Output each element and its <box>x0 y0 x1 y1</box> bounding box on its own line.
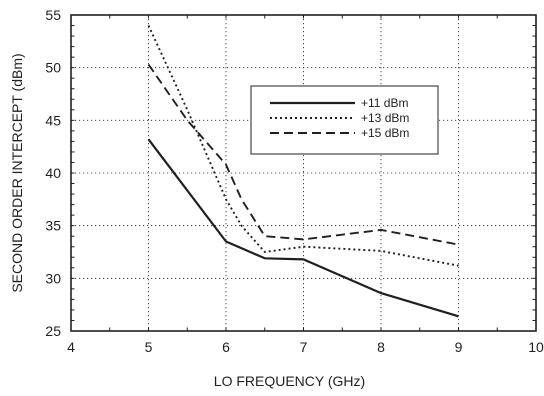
legend-label: +13 dBm <box>361 111 409 125</box>
y-tick-label: 55 <box>45 7 61 23</box>
legend: +11 dBm+13 dBm+15 dBm <box>250 85 439 155</box>
x-tick-label: 5 <box>145 339 153 355</box>
series-line <box>147 138 459 318</box>
y-tick-label: 25 <box>45 323 61 339</box>
x-tick-label: 4 <box>67 339 75 355</box>
x-tick-label: 9 <box>455 339 463 355</box>
legend-box <box>250 85 439 155</box>
x-tick-label: 10 <box>528 339 544 355</box>
y-axis-title: SECOND ORDER INTERCEPT (dBm) <box>9 53 25 292</box>
series-lines <box>147 25 459 318</box>
x-tick-label: 6 <box>222 339 230 355</box>
plot-frame <box>70 14 537 332</box>
grid <box>71 15 536 331</box>
y-tick-label: 45 <box>45 112 61 128</box>
y-tick-label: 35 <box>45 218 61 234</box>
y-tick-label: 30 <box>45 270 61 286</box>
x-axis-title: LO FREQUENCY (GHz) <box>214 373 365 389</box>
x-tick-label: 7 <box>300 339 308 355</box>
legend-label: +15 dBm <box>361 126 409 140</box>
y-tick-label: 50 <box>45 60 61 76</box>
x-tick-label: 8 <box>377 339 385 355</box>
legend-label: +11 dBm <box>361 96 408 110</box>
series-line <box>147 63 459 246</box>
y-tick-label: 40 <box>45 165 61 181</box>
